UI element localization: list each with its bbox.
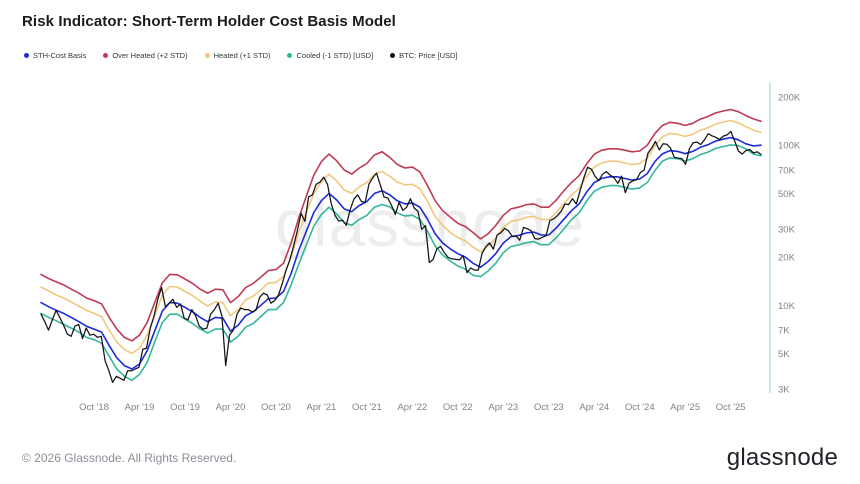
x-tick-label: Oct '19 <box>170 402 200 413</box>
btc-price-dot-icon <box>390 53 396 58</box>
x-tick-label: Apr '20 <box>216 402 246 413</box>
legend-label: Heated (+1 STD) <box>213 51 271 60</box>
legend-label: Over Heated (+2 STD) <box>112 51 188 60</box>
y-tick-label: 30K <box>778 224 796 235</box>
copyright-text: © 2026 Glassnode. All Rights Reserved. <box>22 451 237 465</box>
cooled-dot-icon <box>287 53 293 58</box>
legend-item-btc-price[interactable]: BTC: Price [USD] <box>390 51 458 60</box>
x-tick-label: Apr '22 <box>397 402 427 413</box>
x-tick-label: Apr '21 <box>307 402 337 413</box>
y-tick-label: 70K <box>778 165 796 176</box>
series-line-heated <box>40 119 762 355</box>
legend-label: Cooled (-1 STD) [USD] <box>296 51 374 60</box>
x-tick-label: Oct '24 <box>625 402 655 413</box>
x-tick-label: Oct '23 <box>534 402 564 413</box>
series-line-overheated <box>40 108 762 342</box>
x-tick-label: Oct '21 <box>352 402 382 413</box>
x-tick-label: Oct '18 <box>79 402 109 413</box>
x-tick-label: Apr '19 <box>125 402 155 413</box>
y-tick-label: 50K <box>778 189 796 200</box>
chart-legend: STH-Cost Basis Over Heated (+2 STD) Heat… <box>24 51 458 60</box>
price-chart-plot-area[interactable]: 200K 100K 70K 50K 30K 20K 10K 7K 5K 3K Oct '18 Apr … <box>0 80 860 420</box>
series-line-cooled <box>40 144 762 382</box>
y-tick-label: 10K <box>778 301 796 312</box>
legend-label: BTC: Price [USD] <box>399 51 458 60</box>
legend-item-cooled[interactable]: Cooled (-1 STD) [USD] <box>287 51 373 60</box>
glassnode-logo: glassnode <box>726 444 838 471</box>
x-tick-label: Apr '24 <box>579 402 609 413</box>
y-tick-label: 100K <box>778 141 801 152</box>
y-tick-label: 3K <box>778 385 790 396</box>
series-line-sth <box>40 136 762 370</box>
x-tick-label: Oct '25 <box>716 402 746 413</box>
series-line-btc <box>40 130 762 384</box>
y-tick-label: 200K <box>778 93 801 104</box>
sth-cost-basis-dot-icon <box>24 53 29 58</box>
legend-item-sth-cost-basis[interactable]: STH-Cost Basis <box>24 51 86 60</box>
y-tick-label: 7K <box>778 326 790 337</box>
legend-item-heated[interactable]: Heated (+1 STD) <box>204 51 271 60</box>
heated-dot-icon <box>204 53 210 58</box>
x-tick-label: Oct '20 <box>261 402 291 413</box>
y-tick-label: 5K <box>778 349 790 360</box>
x-tick-label: Apr '23 <box>488 402 518 413</box>
legend-label: STH-Cost Basis <box>33 51 87 60</box>
y-tick-label: 20K <box>778 253 796 264</box>
legend-item-over-heated[interactable]: Over Heated (+2 STD) <box>103 51 188 60</box>
x-tick-label: Oct '22 <box>443 402 473 413</box>
x-tick-label: Apr '25 <box>670 402 700 413</box>
page-title: Risk Indicator: Short-Term Holder Cost B… <box>22 13 396 30</box>
over-heated-dot-icon <box>103 53 109 58</box>
